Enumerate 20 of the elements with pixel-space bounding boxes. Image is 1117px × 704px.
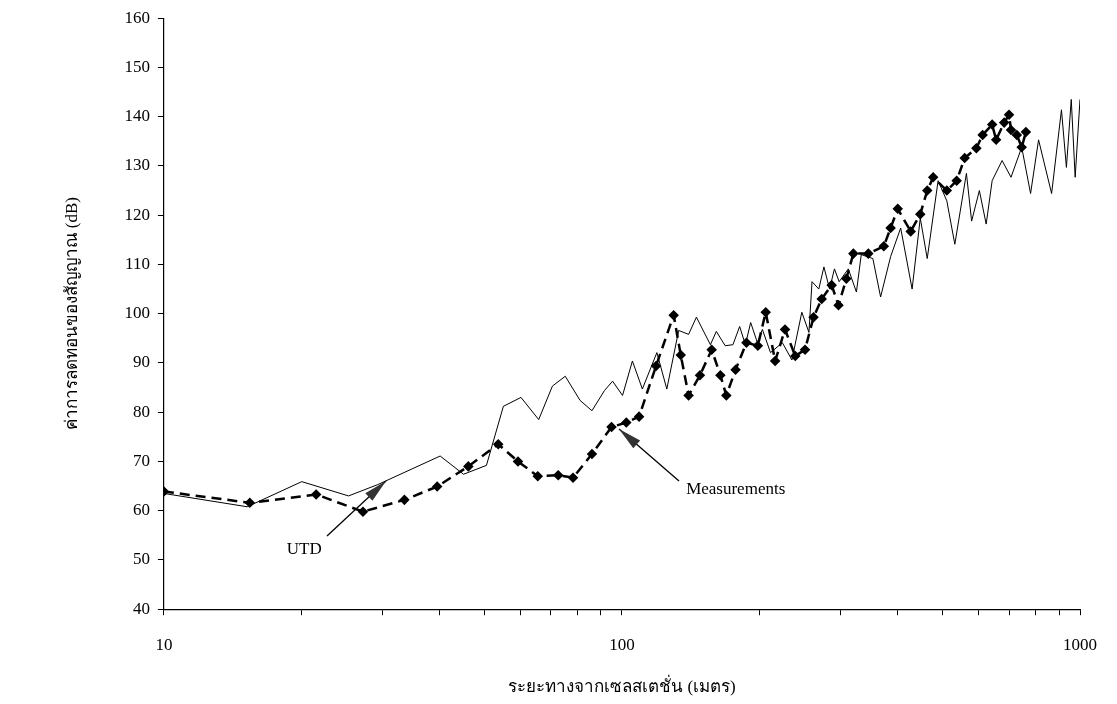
y-tick-label: 40 <box>132 598 150 618</box>
x-tick-label: 100 <box>609 634 635 654</box>
y-tick-label: 120 <box>124 204 150 224</box>
x-tick-label: 1000 <box>1063 634 1097 654</box>
y-axis-title: ค่าการลดทอนของสัญญาณ (dB) <box>61 196 81 431</box>
x-axis-title: ระยะทางจากเซลสเตชั่น (เมตร) <box>508 674 736 697</box>
x-tick-label: 10 <box>155 634 173 654</box>
y-tick-label: 160 <box>124 7 150 27</box>
y-tick-label: 80 <box>132 401 150 421</box>
y-tick-label: 100 <box>124 303 150 323</box>
y-tick-label: 150 <box>124 56 150 76</box>
y-tick-label: 70 <box>132 450 150 470</box>
annotation: UTD <box>286 539 322 560</box>
annotation: Measurements <box>686 478 786 499</box>
y-tick-label: 90 <box>132 352 150 372</box>
y-tick-label: 50 <box>132 549 150 569</box>
y-tick-label: 110 <box>125 253 150 273</box>
y-tick-label: 140 <box>124 106 150 126</box>
y-tick-label: 130 <box>124 155 150 175</box>
y-tick-label: 60 <box>132 500 150 520</box>
